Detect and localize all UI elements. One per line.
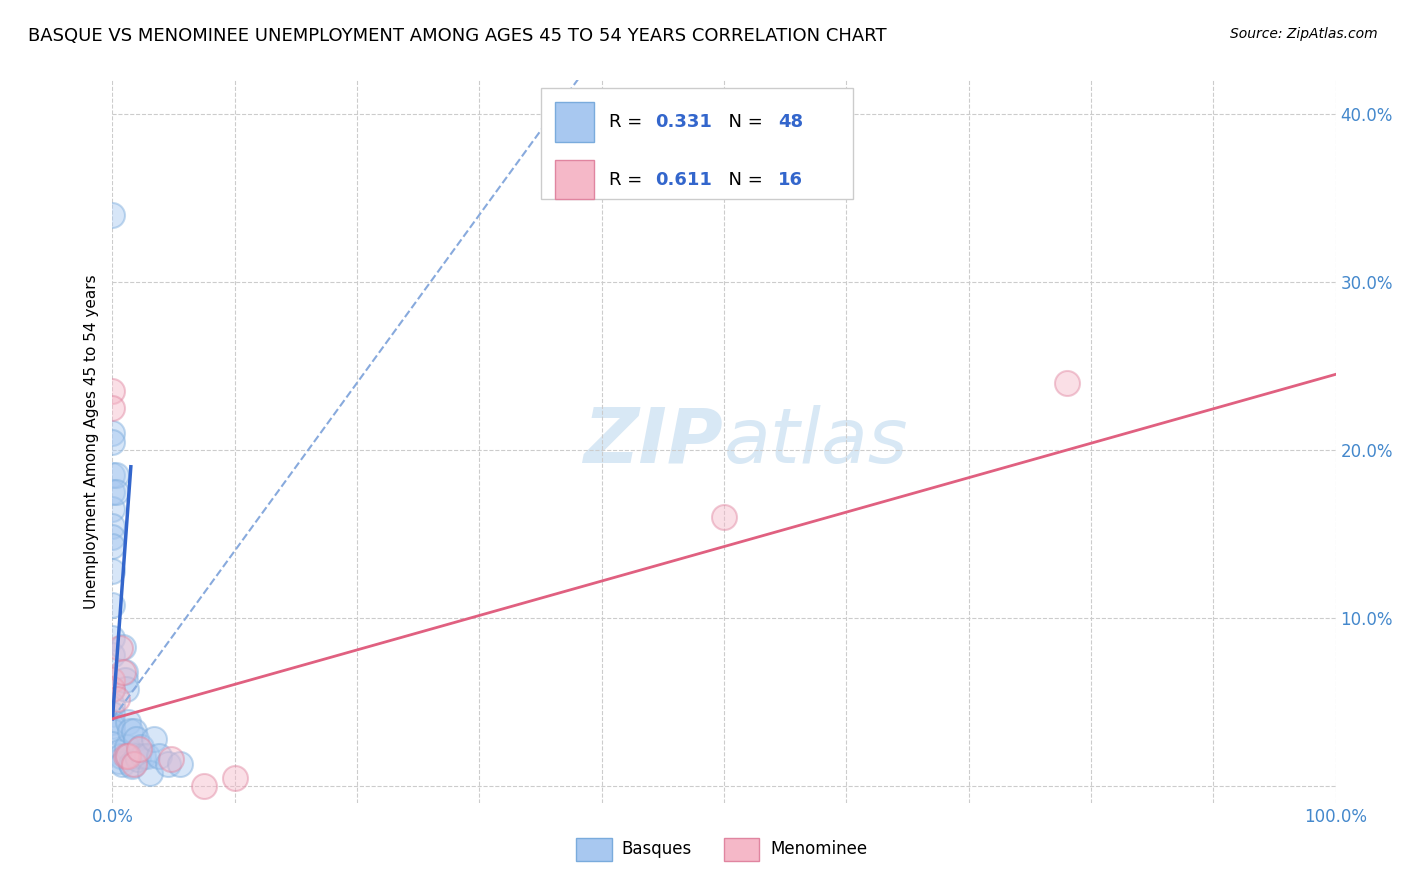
Point [107, 745, 129, 759]
Text: R =: R = [609, 170, 648, 188]
Point [224, 771, 246, 785]
Point [127, 752, 149, 766]
Point [117, 715, 139, 730]
Text: Menominee: Menominee [770, 840, 868, 858]
Point [111, 757, 134, 772]
Point [101, 648, 124, 662]
Point [139, 765, 162, 780]
Point [125, 731, 148, 746]
Point [101, 401, 124, 415]
Point [135, 748, 157, 763]
Point [128, 742, 150, 756]
Point [160, 752, 183, 766]
Point [101, 715, 124, 730]
Point [101, 468, 124, 483]
Y-axis label: Unemployment Among Ages 45 to 54 years: Unemployment Among Ages 45 to 54 years [83, 274, 98, 609]
Point [101, 681, 124, 696]
Point [101, 673, 124, 687]
Point [101, 723, 124, 738]
Point [125, 748, 148, 763]
Point [105, 691, 128, 706]
Text: 16: 16 [778, 170, 803, 188]
Point [124, 723, 146, 738]
Point [115, 748, 138, 763]
Text: ZIP: ZIP [585, 405, 724, 478]
Point [193, 779, 215, 793]
Point [101, 681, 124, 696]
Point [117, 748, 139, 763]
Text: 0.611: 0.611 [655, 170, 713, 188]
Point [124, 757, 146, 772]
Text: BASQUE VS MENOMINEE UNEMPLOYMENT AMONG AGES 45 TO 54 YEARS CORRELATION CHART: BASQUE VS MENOMINEE UNEMPLOYMENT AMONG A… [28, 27, 887, 45]
Point [101, 598, 124, 612]
Point [169, 757, 191, 772]
Point [101, 539, 124, 553]
Point [101, 518, 124, 533]
Point [101, 564, 124, 578]
Point [713, 510, 735, 524]
Point [120, 757, 142, 772]
Point [107, 754, 129, 768]
Point [112, 665, 135, 679]
Point [101, 208, 124, 222]
Point [110, 748, 132, 763]
FancyBboxPatch shape [555, 160, 595, 200]
Text: N =: N = [717, 170, 768, 188]
Point [114, 665, 136, 679]
Text: 48: 48 [778, 112, 803, 131]
Point [101, 501, 124, 516]
Point [101, 718, 124, 732]
Text: Basques: Basques [621, 840, 692, 858]
Point [101, 426, 124, 441]
Point [132, 748, 155, 763]
Point [156, 757, 179, 772]
Text: R =: R = [609, 112, 648, 131]
Text: 0.331: 0.331 [655, 112, 713, 131]
Point [114, 673, 136, 687]
Text: Source: ZipAtlas.com: Source: ZipAtlas.com [1230, 27, 1378, 41]
Point [143, 731, 166, 746]
Point [105, 485, 128, 500]
Point [105, 468, 128, 483]
Point [115, 740, 138, 755]
Point [101, 485, 124, 500]
Point [129, 740, 152, 755]
FancyBboxPatch shape [555, 102, 595, 142]
Point [121, 759, 143, 773]
Point [115, 681, 138, 696]
Point [101, 698, 124, 713]
Point [108, 641, 131, 656]
Point [101, 384, 124, 398]
Point [118, 723, 141, 738]
Point [101, 530, 124, 544]
Point [117, 748, 139, 763]
Text: N =: N = [717, 112, 768, 131]
Point [101, 631, 124, 645]
Point [101, 706, 124, 721]
Text: atlas: atlas [724, 405, 908, 478]
Point [1056, 376, 1078, 390]
Point [101, 434, 124, 449]
FancyBboxPatch shape [540, 87, 852, 200]
Point [112, 640, 135, 654]
Point [101, 737, 124, 751]
Point [148, 748, 170, 763]
